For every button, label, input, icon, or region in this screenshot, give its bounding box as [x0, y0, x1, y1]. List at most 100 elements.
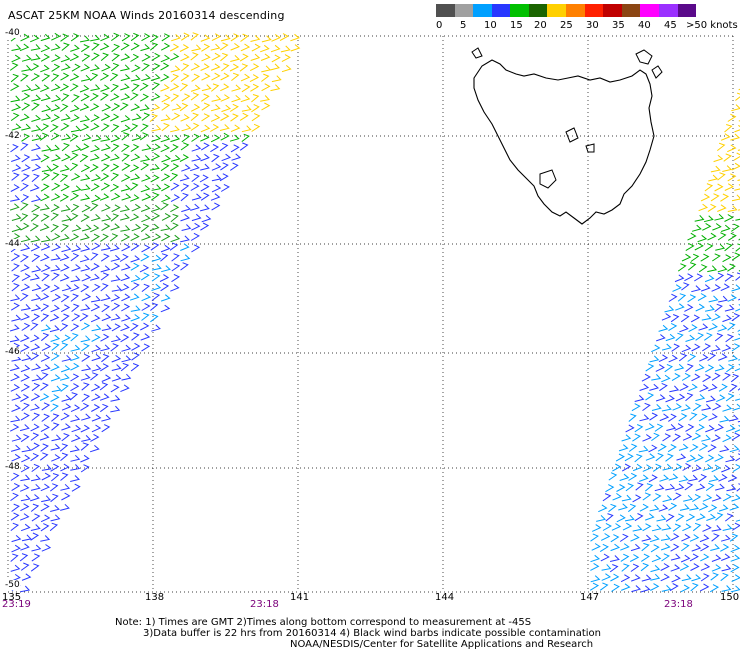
wind-barb	[659, 474, 670, 482]
wind-barb	[651, 524, 662, 532]
wind-barb	[140, 204, 151, 212]
wind-barb	[40, 94, 51, 102]
wind-barb	[80, 424, 91, 433]
wind-barb	[180, 262, 189, 271]
wind-barb	[90, 84, 101, 91]
wind-barb	[141, 174, 151, 182]
wind-barb	[21, 102, 31, 111]
wind-barb	[151, 82, 161, 91]
wind-barb	[21, 173, 30, 182]
wind-barb	[110, 163, 120, 172]
wind-barb	[151, 52, 161, 61]
wind-barb	[200, 34, 211, 42]
wind-barb	[727, 232, 737, 241]
wind-barb	[70, 454, 81, 462]
wind-barb	[30, 503, 40, 512]
wind-barb	[110, 405, 121, 413]
wind-barb	[190, 203, 200, 211]
wind-barb	[81, 133, 92, 142]
wind-barb	[191, 73, 201, 82]
wind-barb	[722, 524, 733, 531]
wind-barb	[51, 454, 61, 462]
wind-barb	[30, 44, 41, 51]
wind-barb	[645, 453, 656, 461]
wind-barb	[120, 74, 131, 82]
wind-barb	[180, 183, 190, 192]
wind-barb	[130, 314, 141, 322]
wind-barb	[670, 533, 680, 542]
wind-barb	[689, 503, 700, 511]
wind-barb	[101, 324, 112, 331]
wind-barb	[210, 114, 221, 122]
wind-barb	[40, 332, 50, 342]
wind-barb	[251, 94, 260, 103]
wind-barb	[725, 393, 735, 402]
wind-barb	[170, 134, 181, 143]
wind-barb	[130, 323, 139, 332]
wind-barb	[732, 403, 740, 411]
wind-barb	[698, 264, 708, 273]
wind-barb	[139, 132, 149, 141]
wind-barb	[81, 364, 92, 372]
wind-barb	[149, 223, 160, 232]
wind-barb	[702, 524, 712, 532]
wind-barb	[80, 284, 90, 293]
wind-barb	[712, 402, 722, 411]
wind-barb	[131, 352, 140, 361]
wind-barb	[665, 483, 676, 491]
wind-barb	[20, 523, 31, 532]
wind-barb	[110, 294, 121, 302]
wind-barb	[645, 513, 655, 521]
wind-barb	[111, 204, 121, 213]
wind-barb	[111, 285, 122, 292]
wind-barb	[119, 102, 129, 111]
wind-barb	[40, 354, 51, 362]
wind-barb	[11, 393, 22, 401]
wind-barb	[668, 322, 678, 332]
wind-barb	[220, 162, 229, 171]
wind-barb	[90, 34, 101, 42]
wind-barb	[651, 432, 660, 442]
wind-barb	[161, 212, 172, 221]
wind-barb	[649, 535, 660, 543]
wind-barb	[679, 383, 689, 392]
wind-barb	[720, 283, 731, 292]
wind-barb	[632, 433, 641, 442]
wind-barb	[674, 363, 685, 371]
wind-barb	[598, 504, 608, 513]
wind-barb	[50, 144, 60, 152]
wind-barb	[652, 493, 662, 502]
wind-barb	[120, 42, 130, 51]
wind-barb	[602, 493, 612, 502]
wind-barb	[21, 84, 32, 92]
wind-barb	[31, 102, 40, 111]
wind-barb	[731, 313, 740, 322]
wind-barb	[707, 352, 717, 362]
wind-barb	[30, 235, 41, 243]
wind-barb	[51, 182, 61, 191]
wind-barb	[60, 304, 71, 313]
legend-swatch-11	[640, 4, 659, 17]
wind-barb	[715, 243, 726, 251]
wind-barb	[730, 373, 740, 383]
wind-barb	[170, 163, 180, 172]
wind-barb	[689, 553, 699, 562]
wind-barb	[725, 455, 736, 463]
time-label-middle: 23:18	[250, 599, 279, 610]
wind-barb	[722, 493, 733, 502]
wind-barb	[40, 253, 50, 262]
wind-barb	[631, 403, 641, 412]
wind-barb	[730, 544, 740, 553]
wind-barb	[21, 65, 32, 72]
wind-barb	[250, 35, 261, 42]
wind-barb	[210, 63, 221, 71]
wind-barb	[640, 562, 650, 572]
wind-barb	[708, 323, 718, 331]
wind-barb	[190, 182, 200, 191]
wind-barb	[70, 125, 81, 133]
wind-barb	[724, 304, 735, 312]
wind-barb	[101, 304, 111, 313]
wind-barb	[651, 404, 662, 411]
wind-barb	[211, 202, 221, 211]
wind-barb	[21, 534, 32, 542]
